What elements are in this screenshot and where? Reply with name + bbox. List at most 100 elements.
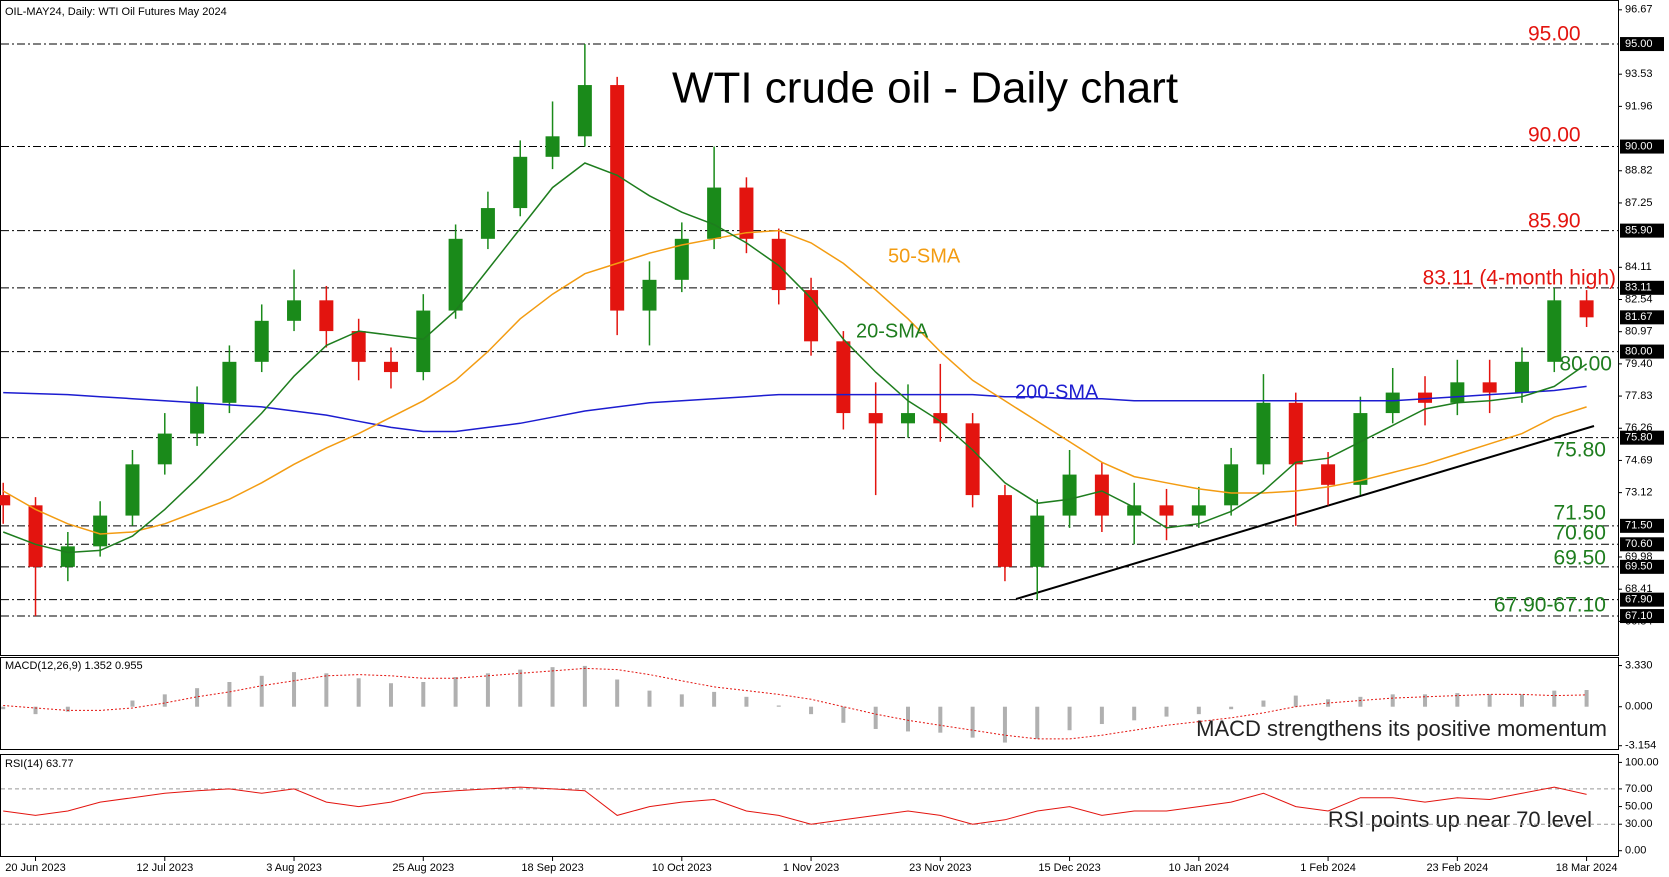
candle-body [60,546,75,567]
y-tick-label: 0.00 [1625,845,1646,857]
sma-line [3,385,1587,433]
level-label: 85.90 [1625,225,1653,237]
rsi-line [3,786,1587,825]
y-tick-label: 100.00 [1625,756,1659,768]
x-tick-label: 18 Sep 2023 [521,862,583,874]
candle-body [642,279,657,311]
candle-body [1224,464,1239,506]
y-tick-label: 80.97 [1625,326,1653,338]
candle-body [1256,402,1271,465]
candle-body [28,505,43,567]
candle-body [836,341,851,414]
y-tick-label: 30.00 [1625,818,1653,830]
candle-body [1385,392,1400,414]
candle-body [480,208,495,239]
x-tick-label: 10 Jan 2024 [1169,862,1230,874]
candle-body [1353,413,1368,485]
candle-body [1450,382,1465,403]
candle-body [577,85,592,137]
price-marker-label: 81.67 [1625,311,1653,323]
x-tick-label: 15 Dec 2023 [1038,862,1100,874]
candle-body [933,413,948,424]
level-annotation: 85.90 [1528,210,1581,233]
price-marker-box [1620,310,1664,325]
x-tick-label: 12 Jul 2023 [136,862,193,874]
macd-signal [3,667,1587,740]
chart-title: WTI crude oil - Daily chart [672,64,1178,113]
level-annotation: 83.11 (4-month high) [1423,267,1616,290]
candle-body [448,238,463,311]
level-label: 67.90 [1625,594,1653,606]
level-label: 67.10 [1625,610,1653,622]
x-tick-label: 3 Aug 2023 [266,862,322,874]
y-tick-label: 82.54 [1625,293,1653,305]
y-tick-label: 77.83 [1625,390,1653,402]
candle-body [287,300,302,321]
candle-body [674,238,689,280]
sma-label: 20-SMA [856,320,929,342]
candle-body [1094,474,1109,516]
y-tick-label: 88.82 [1625,165,1653,177]
level-box [1620,223,1664,238]
y-tick-label: 50.00 [1625,800,1653,812]
level-box [1620,430,1664,445]
x-tick-label: 25 Aug 2023 [392,862,454,874]
sma-line [2,162,1588,554]
level-box [1620,280,1664,295]
candle-body [383,361,398,373]
candle-body [868,413,883,424]
level-annotation: 70.60 [1553,522,1606,545]
y-tick-label: 87.25 [1625,197,1653,209]
level-annotation: 95.00 [1528,23,1581,46]
y-tick-label: -3.154 [1625,740,1656,752]
sma-label: 200-SMA [1015,381,1099,403]
candle-body [1062,474,1077,516]
trendline [1015,425,1595,600]
x-tick-label: 1 Feb 2024 [1300,862,1356,874]
level-label: 69.50 [1625,561,1653,573]
level-annotation: 69.50 [1553,547,1606,570]
candle-body [1288,402,1303,465]
candle-body [1321,464,1336,485]
y-tick-label: 68.41 [1625,583,1653,595]
candle-body [610,85,625,311]
y-tick-label: 84.11 [1625,261,1652,273]
y-tick-label: 3.330 [1625,659,1653,671]
level-box [1620,37,1664,52]
candle-body [1418,392,1433,403]
macd-title: MACD(12,26,9) 1.352 0.955 [5,660,143,672]
candle-body [1127,505,1142,516]
level-annotation: 80.00 [1559,353,1612,376]
candle-body [545,136,560,157]
candle-body [157,433,172,465]
sma-line [2,229,1587,535]
candle-body [771,238,786,291]
level-box [1620,537,1664,552]
candle-body [513,156,528,209]
level-label: 71.50 [1625,520,1653,532]
macd-annotation: MACD strengthens its positive momentum [1196,716,1607,741]
candle-body [351,331,366,362]
rsi-annotation: RSI points up near 70 level [1328,807,1592,832]
level-annotation: 67.90-67.10 [1494,594,1606,617]
y-tick-label: 96.67 [1625,4,1653,16]
y-tick-label: 0.000 [1625,701,1653,713]
candle-body [1547,300,1562,362]
x-tick-label: 18 Mar 2024 [1556,862,1618,874]
candle-body [416,310,431,373]
level-label: 90.00 [1625,140,1653,152]
level-box [1620,559,1664,574]
level-box [1620,592,1664,607]
candle-body [319,300,334,332]
y-tick-label: 74.69 [1625,454,1653,466]
x-tick-label: 20 Jun 2023 [5,862,66,874]
level-label: 95.00 [1625,38,1653,50]
price-panel-frame [0,0,1619,656]
y-tick-label: 93.53 [1625,68,1653,80]
candle-body [1579,300,1594,318]
candle-body [1030,515,1045,567]
candle-body [739,187,754,239]
candle-body [901,413,916,424]
candle-body [254,320,269,362]
level-box [1620,518,1664,533]
